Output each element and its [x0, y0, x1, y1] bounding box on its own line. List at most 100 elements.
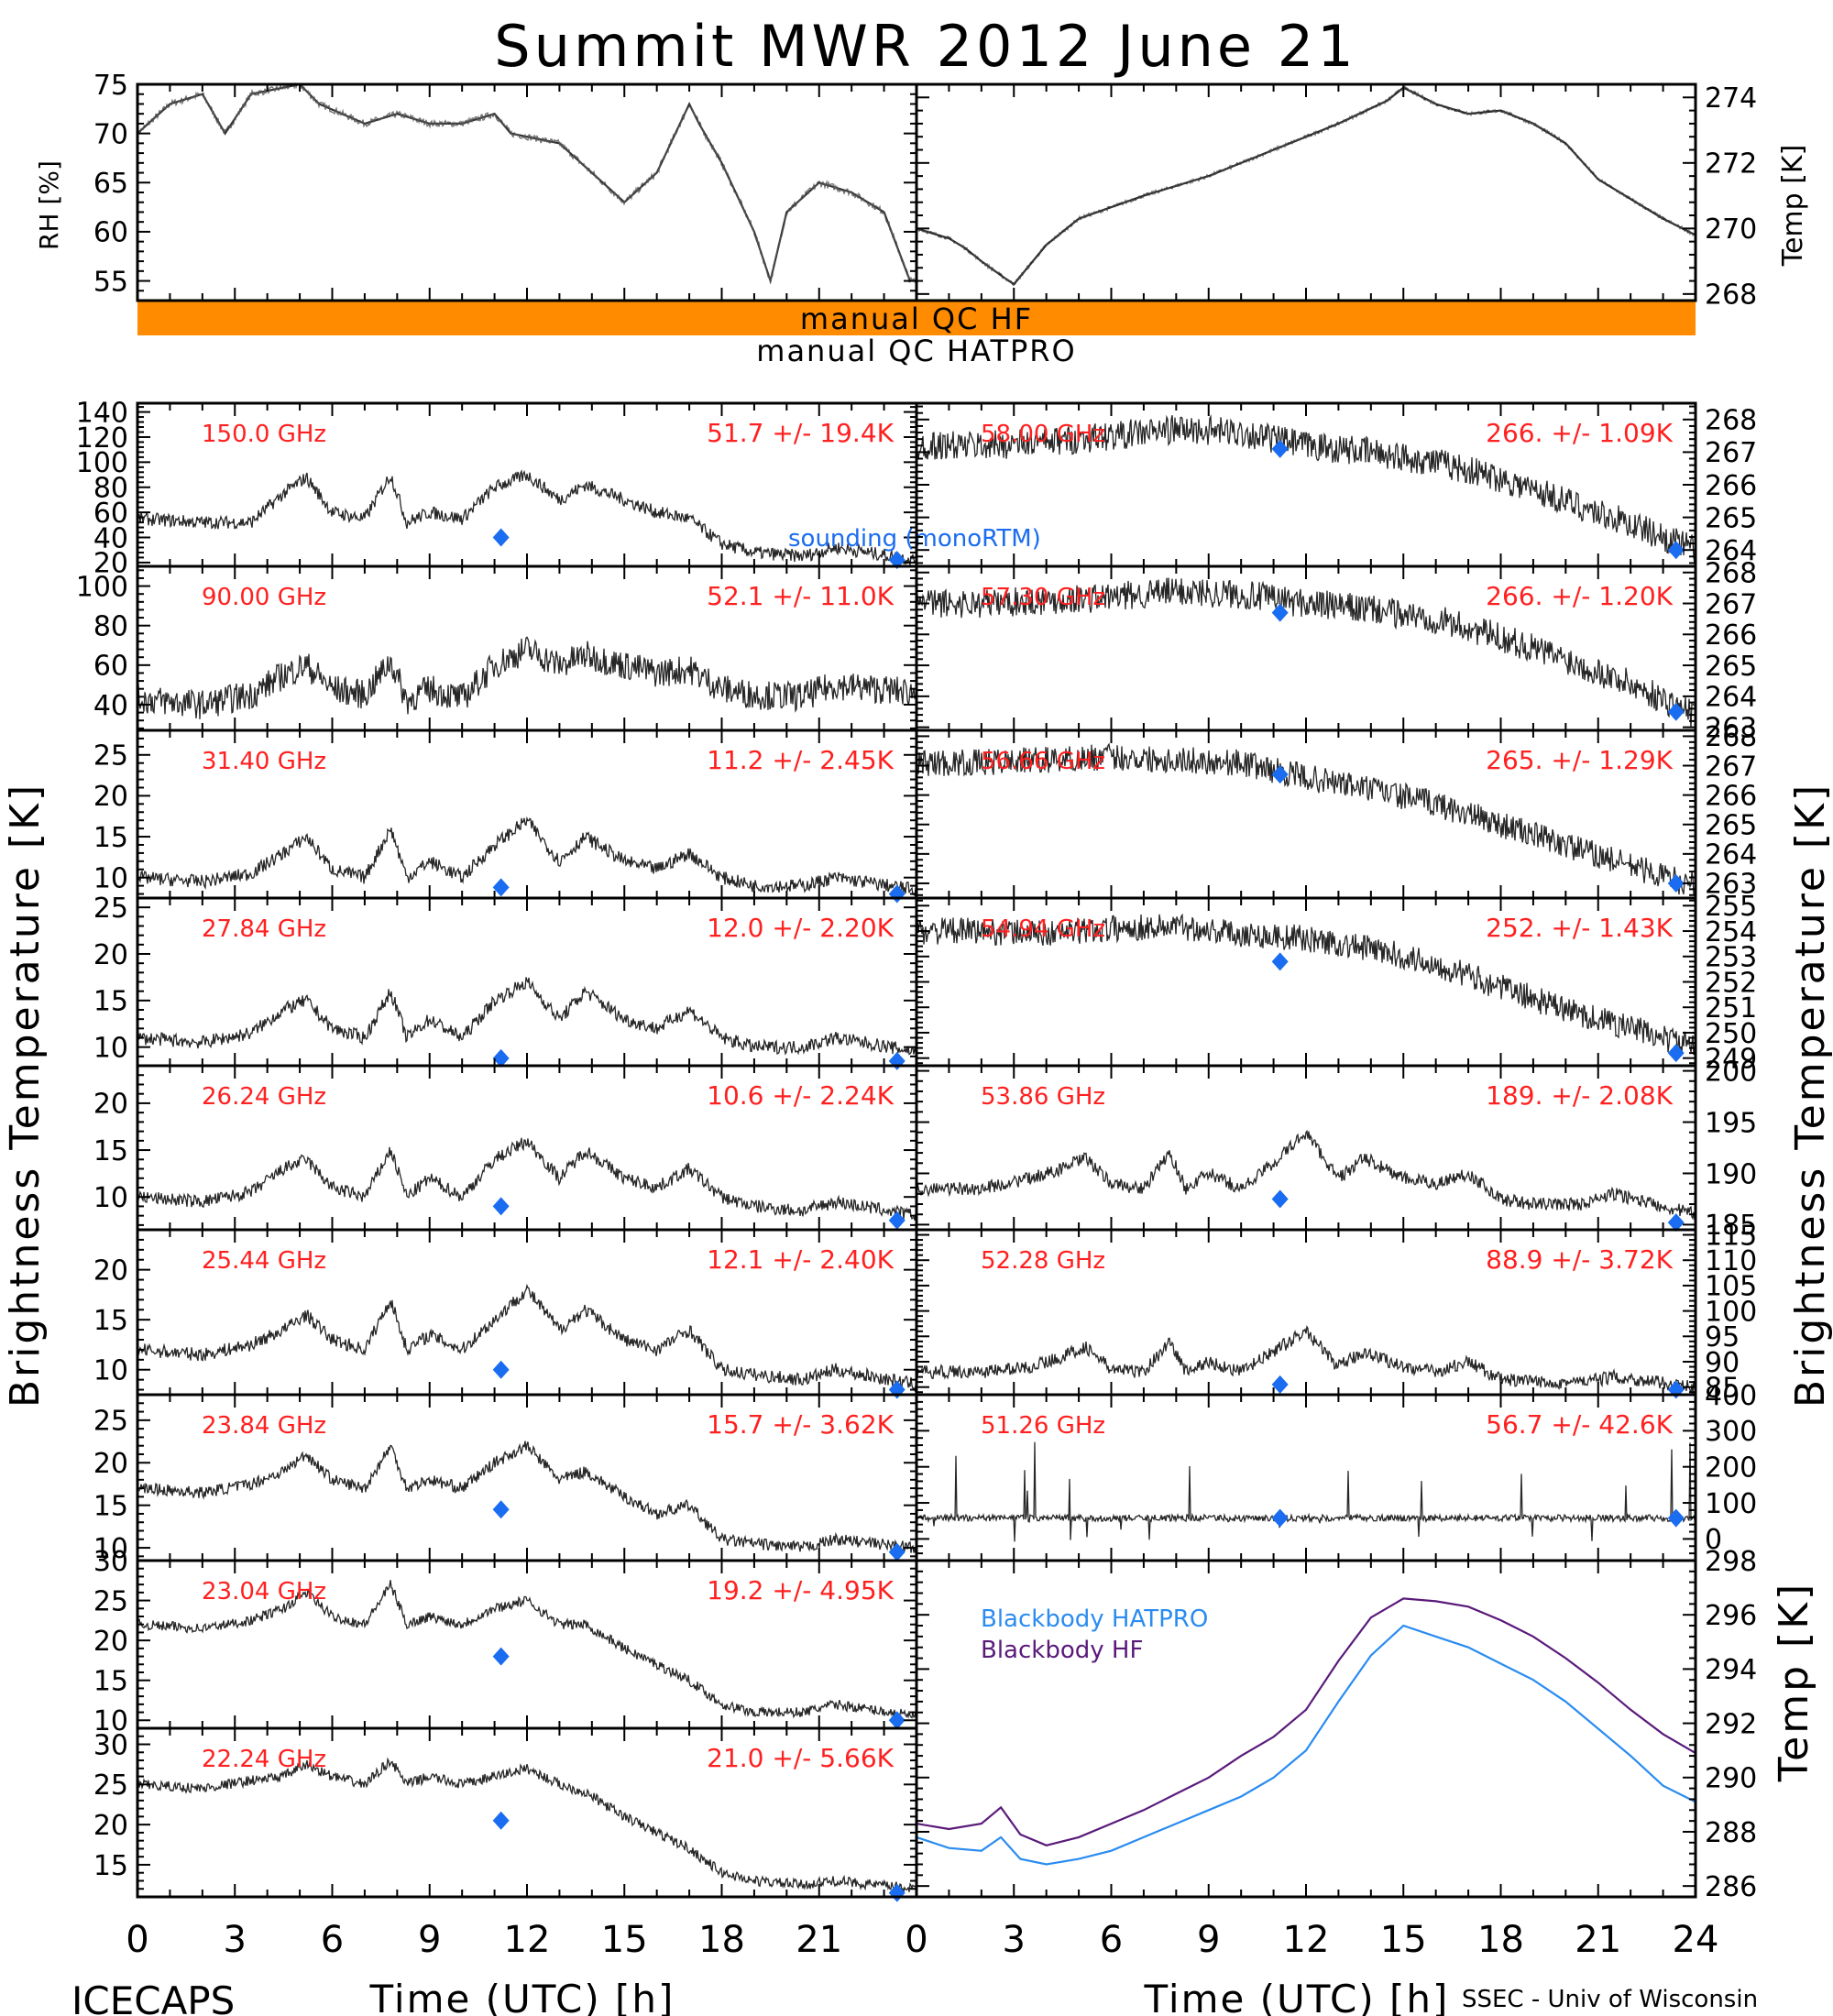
time-tick-label: 12	[504, 1919, 551, 1961]
sounding-marker	[888, 1211, 906, 1230]
freq-label: 25.44 GHz	[202, 1247, 326, 1275]
freq-label: 31.40 GHz	[202, 748, 326, 775]
sounding-marker	[1667, 702, 1685, 721]
ch2544-trace	[137, 1283, 917, 1393]
sounding-marker	[888, 551, 906, 570]
panel-ch5730: 57.30 GHz 266. +/- 1.20K 26326426526626726…	[916, 558, 1757, 744]
time-tick-label: 12	[1283, 1919, 1330, 1961]
y-tick-label: 190	[1705, 1158, 1757, 1190]
brightness-right-label: Brightness Temperature [K]	[1787, 783, 1833, 1408]
ch90-trace	[137, 636, 917, 719]
sounding-marker	[1667, 1508, 1685, 1528]
time-tick-label: 24	[1673, 1919, 1719, 1961]
qc-hatpro-label: manual QC HATPRO	[756, 334, 1076, 368]
y-tick-label: 20	[93, 781, 128, 813]
temp-trace	[916, 85, 1696, 286]
bb-legend-0: Blackbody HATPRO	[981, 1605, 1208, 1633]
sounding-marker	[1271, 603, 1289, 622]
footer-right: SSEC - Univ of Wisconsin	[1462, 1986, 1758, 2013]
y-tick-label: 255	[1705, 891, 1757, 923]
sounding-marker	[1667, 541, 1685, 560]
bb-legend-1: Blackbody HF	[981, 1637, 1143, 1664]
sounding-marker	[492, 1811, 510, 1830]
time-tick-label: 0	[126, 1919, 148, 1961]
y-tick-label: 250	[1705, 1018, 1757, 1050]
sounding-marker	[492, 528, 510, 547]
y-tick-label: 70	[93, 118, 128, 150]
ch5474-trace	[916, 913, 1696, 1056]
ch5730-trace	[916, 577, 1696, 728]
y-tick-label: 10	[93, 1032, 128, 1064]
y-tick-label: 25	[93, 740, 128, 772]
y-tick-label: 40	[93, 522, 128, 554]
y-tick-label: 95	[1705, 1321, 1740, 1353]
ch2384-trace	[137, 1441, 917, 1554]
y-tick-label: 75	[93, 70, 128, 102]
y-tick-label: 20	[93, 1448, 128, 1480]
ch2224-trace	[137, 1757, 917, 1895]
y-tick-label: 100	[76, 571, 128, 603]
y-tick-label: 10	[93, 1533, 128, 1565]
freq-label: 26.24 GHz	[202, 1083, 326, 1111]
y-tick-label: 30	[93, 1729, 128, 1761]
panel-ch2384: 10 15 20 25 23.84 GHz 15.7 +/- 3.62K	[93, 1394, 917, 1565]
panel-ch2304: 10 15 20 25 30 23.04 GHz 19.2 +/- 4.95K	[93, 1546, 917, 1737]
y-tick-label: 267	[1705, 751, 1757, 783]
y-tick-label: 300	[1705, 1416, 1757, 1448]
stat-label: 12.1 +/- 2.40K	[707, 1244, 894, 1275]
y-tick-label: 264	[1705, 839, 1757, 871]
y-tick-label: 185	[1705, 1210, 1757, 1242]
stat-label: 189. +/- 2.08K	[1486, 1080, 1673, 1111]
y-tick-label: 252	[1705, 967, 1757, 999]
y-tick-label: 15	[93, 1490, 128, 1522]
freq-label: 23.04 GHz	[202, 1578, 326, 1605]
sounding-marker	[1271, 952, 1289, 971]
y-tick-label: 266	[1705, 470, 1757, 502]
stat-label: 10.6 +/- 2.24K	[707, 1080, 894, 1111]
y-tick-label: 200	[1705, 1452, 1757, 1484]
freq-label: 90.00 GHz	[202, 584, 326, 611]
y-tick-label: 15	[93, 822, 128, 854]
ch2624-trace	[137, 1137, 917, 1221]
y-tick-label: 85	[1705, 1372, 1740, 1404]
y-tick-label: 296	[1705, 1600, 1757, 1632]
panel-ch2544: 10 15 20 25.44 GHz 12.1 +/- 2.40K	[93, 1229, 917, 1399]
sounding-marker	[492, 1500, 510, 1519]
panels-layer: 5560657075268270272274204060801001201401…	[76, 70, 1758, 1961]
stat-label: 19.2 +/- 4.95K	[707, 1575, 894, 1605]
y-tick-label: 265	[1705, 651, 1757, 683]
freq-label: 27.84 GHz	[202, 915, 326, 943]
chart-title: Summit MWR 2012 June 21	[494, 13, 1356, 80]
y-tick-label: 267	[1705, 588, 1757, 620]
y-tick-label: 80	[93, 473, 128, 505]
time-tick-label: 15	[1380, 1919, 1427, 1961]
panel-ch5386: 53.86 GHz 189. +/- 2.08K 185 190 195 200	[916, 1056, 1757, 1242]
y-tick-label: 90	[1705, 1347, 1740, 1379]
sounding-marker	[1667, 873, 1685, 893]
time-tick-label: 18	[698, 1919, 745, 1961]
freq-label: 58.00 GHz	[981, 421, 1105, 448]
rh-frame	[136, 82, 918, 302]
y-tick-label: 10	[93, 862, 128, 894]
sounding-marker	[1271, 765, 1289, 784]
ch2304-trace	[137, 1580, 917, 1719]
y-tick-label: 100	[76, 447, 128, 479]
panel-ch3140: 10 15 20 25 31.40 GHz 11.2 +/- 2.45K	[93, 729, 917, 904]
y-tick-label: 294	[1705, 1654, 1757, 1686]
freq-label: 51.26 GHz	[981, 1412, 1105, 1440]
time-tick-label: 6	[321, 1919, 344, 1961]
y-tick-label: 254	[1705, 916, 1757, 948]
time-axis-label-left: Time (UTC) [h]	[369, 1977, 675, 2016]
y-tick-label: 400	[1705, 1380, 1757, 1412]
panel-blackbody: Blackbody HATPRO Blackbody HF 286 288 290 292…	[916, 1546, 1757, 1903]
panel-frame	[915, 1559, 1697, 1899]
freq-label: 56.66 GHz	[981, 748, 1105, 775]
y-tick-label: 80	[93, 610, 128, 642]
bb-line-1	[916, 1597, 1696, 1846]
qc-hf-band	[137, 301, 1696, 335]
stat-label: 252. +/- 1.43K	[1486, 913, 1673, 943]
panel-ch5474: 54.94 GHz 252. +/- 1.43K24925025125225325…	[916, 891, 1757, 1075]
y-tick-label: 263	[1705, 712, 1757, 744]
y-tick-label: 263	[1705, 869, 1757, 901]
